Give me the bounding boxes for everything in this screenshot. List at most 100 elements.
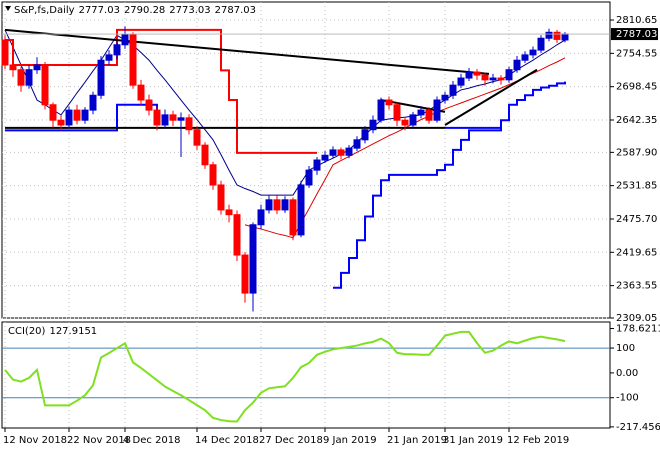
y-tick-label: 2587.90 [616,147,657,158]
y-tick-label: 2419.65 [616,247,657,258]
candle-body [145,99,153,111]
candle-body [105,54,113,61]
cci-value: 127.9151 [49,326,97,337]
candle-body [353,139,361,149]
candle-body [129,34,137,86]
candle-body [513,59,521,71]
candle-body [305,169,313,186]
candle-body [265,199,273,211]
symbol: S&P,fs,Daily [14,5,75,16]
candle-body [25,69,33,86]
candle-body [521,54,529,61]
candle-body [345,147,353,156]
y-tick-label: 2754.55 [616,48,657,59]
candle-body [41,64,49,106]
y-tick-label: 100 [616,343,635,354]
candle-body [201,144,209,166]
candle-body [209,164,217,186]
x-tick-label: 12 Nov 2018 [3,435,67,446]
candle-body [465,71,473,79]
candle-body [249,224,257,294]
candle-body [161,114,169,126]
y-tick-label: 2531.85 [616,181,657,192]
x-tick-label: 31 Jan 2019 [443,435,503,446]
candle-body [89,94,97,111]
candle-body [401,119,409,126]
candle-body [241,254,249,294]
candle-body [289,199,297,236]
chart-title: S&P,fs,Daily 2777.03 2790.28 2773.03 2787.03 [14,5,256,16]
candle-body [57,119,65,126]
candle-body [17,69,25,86]
candle-body [417,109,425,116]
candle-body [489,77,497,81]
x-tick-label: 12 Feb 2019 [507,435,569,446]
candle-body [169,114,177,121]
close-value: 2787.03 [215,5,256,16]
candle-body [545,31,553,39]
high-value: 2790.28 [124,5,165,16]
y-tick-label: 2475.70 [616,214,657,225]
candle-body [441,94,449,101]
candle-body [449,84,457,96]
open-value: 2777.03 [79,5,120,16]
x-tick-label: 22 Nov 2018 [67,435,131,446]
x-tick-label: 14 Dec 2018 [195,435,259,446]
candle-body [425,109,433,121]
candle-body [73,109,81,121]
candle-body [185,117,193,131]
trendline [4,28,490,75]
candle-body [153,109,161,126]
candle-body [281,199,289,211]
candle-body [217,184,225,211]
candle-body [49,104,57,121]
menu-icon [5,6,11,11]
candle-body [329,149,337,156]
candle-body [177,117,185,121]
candle-body [457,77,465,86]
trendline [444,68,538,126]
y-tick-label: 2363.55 [616,281,657,292]
y-tick-label: 178.6211 [616,324,660,335]
y-tick-label: -217.4567 [616,422,660,433]
y-tick-label: 2810.65 [616,15,657,26]
candle-body [9,64,17,71]
candle-body [409,114,417,126]
cci-panel [1,321,611,429]
candle-body [505,69,513,81]
candle-body [297,184,305,236]
y-tick-label: 2309.05 [616,313,657,324]
low-value: 2773.03 [169,5,210,16]
y-tick-label: 0.00 [616,368,638,379]
y-tick-label: -100 [616,393,639,404]
price-box [611,28,658,41]
x-tick-label: 9 Jan 2019 [323,435,377,446]
candle-body [385,99,393,106]
candle-body [529,49,537,56]
main-panel [1,1,611,319]
candle-body [33,64,41,71]
candle-body [1,39,9,66]
candle-body [97,59,105,96]
candle-body [65,109,73,126]
candle-body [377,99,385,121]
candle-body [225,209,233,216]
candle-body [393,104,401,121]
x-tick-label: 4 Dec 2018 [123,435,181,446]
candle-body [481,74,489,81]
indicator-line [4,330,566,423]
candle-body [433,99,441,121]
y-tick-label: 2698.45 [616,82,657,93]
candle-body [321,154,329,161]
candle-body [121,34,129,46]
candle-body [497,77,505,81]
cci-title: CCI(20) 127.9151 [8,326,97,337]
candle-body [233,214,241,256]
y-tick-label: 2642.35 [616,115,657,126]
candle-body [313,159,321,171]
candle-body [113,44,121,56]
candle-body [553,31,561,40]
price-label: 2787.03 [616,29,657,40]
indicator-line [5,28,317,154]
